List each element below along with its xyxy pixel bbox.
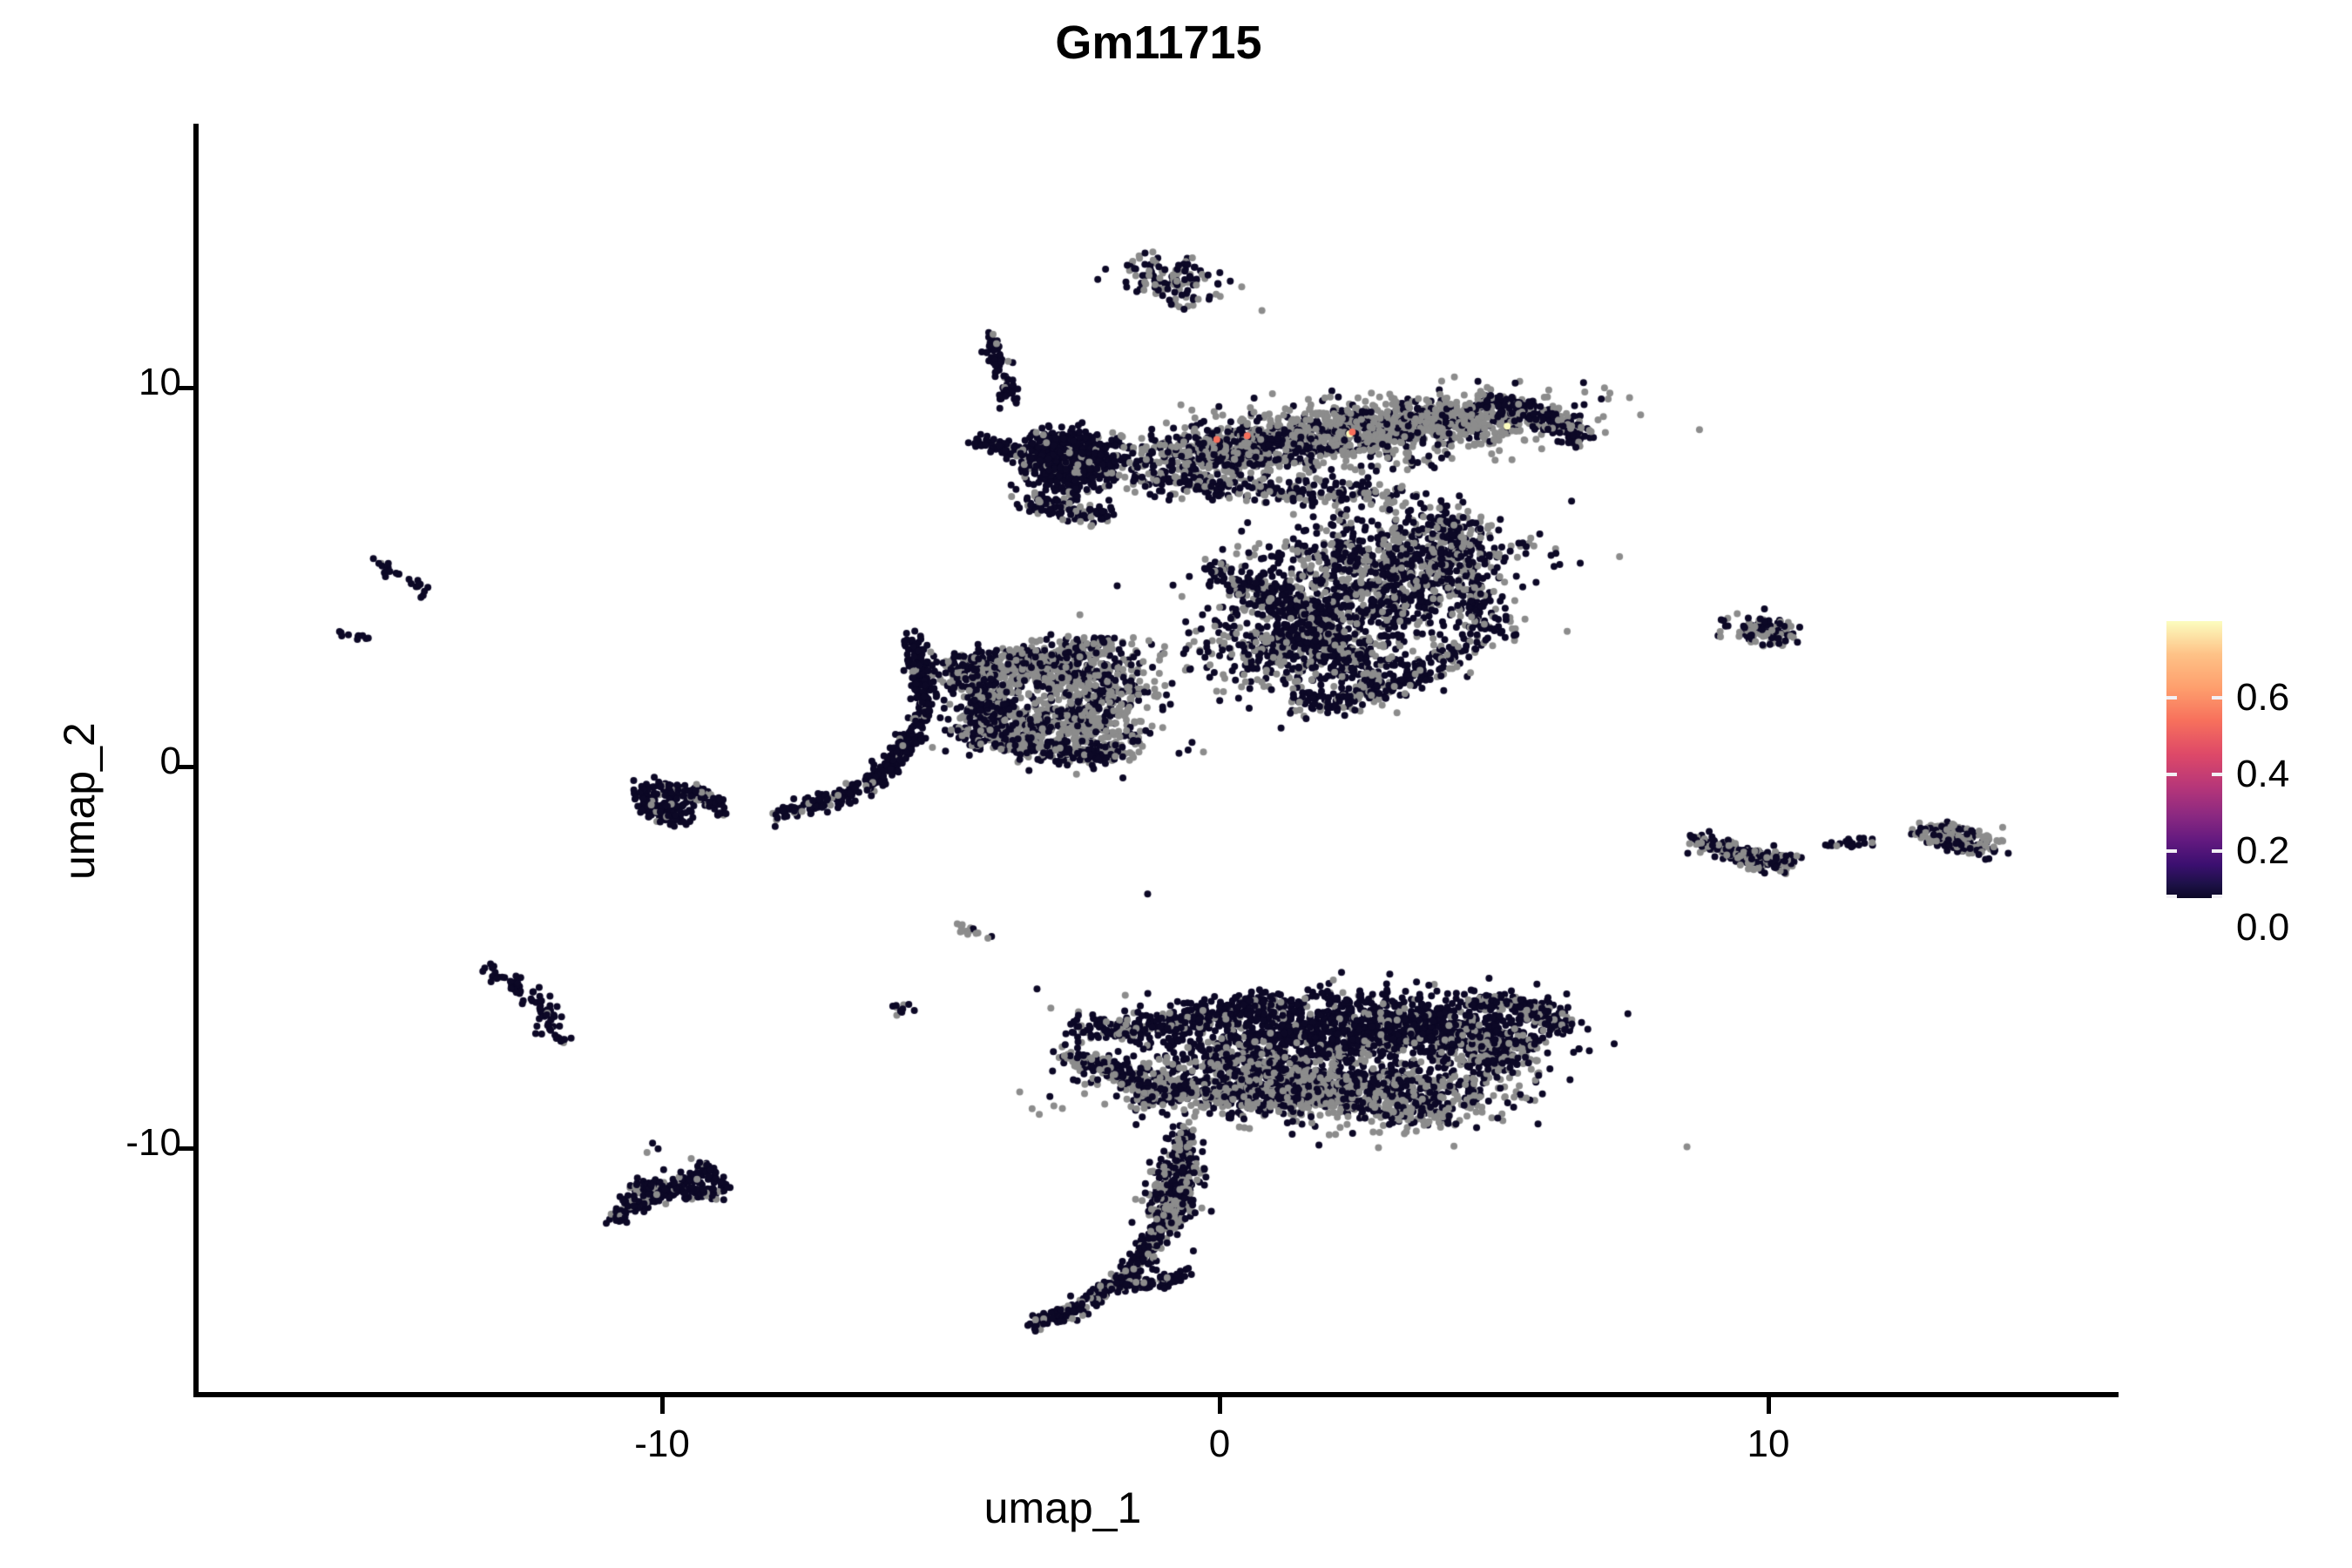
y-tick-mark-neg10	[177, 1146, 193, 1151]
legend-label-06: 0.6	[2236, 676, 2290, 719]
legend-tick-02-right	[2212, 849, 2222, 853]
x-tick-label-neg10: -10	[634, 1423, 690, 1465]
legend-tick-04-right	[2212, 773, 2222, 776]
x-axis-title: umap_1	[983, 1484, 1142, 1532]
y-tick-mark-0	[177, 765, 193, 769]
x-tick-label-10: 10	[1747, 1423, 1790, 1465]
x-tick-mark-10	[1767, 1397, 1771, 1414]
x-axis-line	[193, 1392, 2119, 1397]
y-tick-label-10: 10	[139, 361, 181, 403]
legend-tick-06-left	[2166, 696, 2177, 700]
x-tick-mark-neg10	[660, 1397, 665, 1414]
legend-colorbar: 0.6 0.4 0.2 0.0	[2166, 621, 2289, 949]
y-tick-label-neg10: -10	[125, 1121, 181, 1164]
legend-label-00: 0.0	[2236, 906, 2290, 949]
x-tick-mark-0	[1218, 1397, 1222, 1414]
legend-tick-06-right	[2212, 696, 2222, 700]
y-axis-line	[193, 124, 199, 1397]
legend-tick-04-left	[2166, 773, 2177, 776]
y-tick-label-0: 0	[159, 740, 181, 782]
y-axis-title: umap_2	[55, 722, 104, 880]
legend-tick-00-right	[2212, 895, 2222, 898]
legend-label-04: 0.4	[2236, 753, 2290, 795]
legend-tick-00-left	[2166, 895, 2177, 898]
y-tick-mark-10	[177, 386, 193, 390]
legend-label-02: 0.2	[2236, 829, 2290, 872]
legend-tick-02-left	[2166, 849, 2177, 853]
x-tick-label-0: 0	[1208, 1423, 1231, 1465]
gradient-bar-icon	[2166, 621, 2222, 898]
